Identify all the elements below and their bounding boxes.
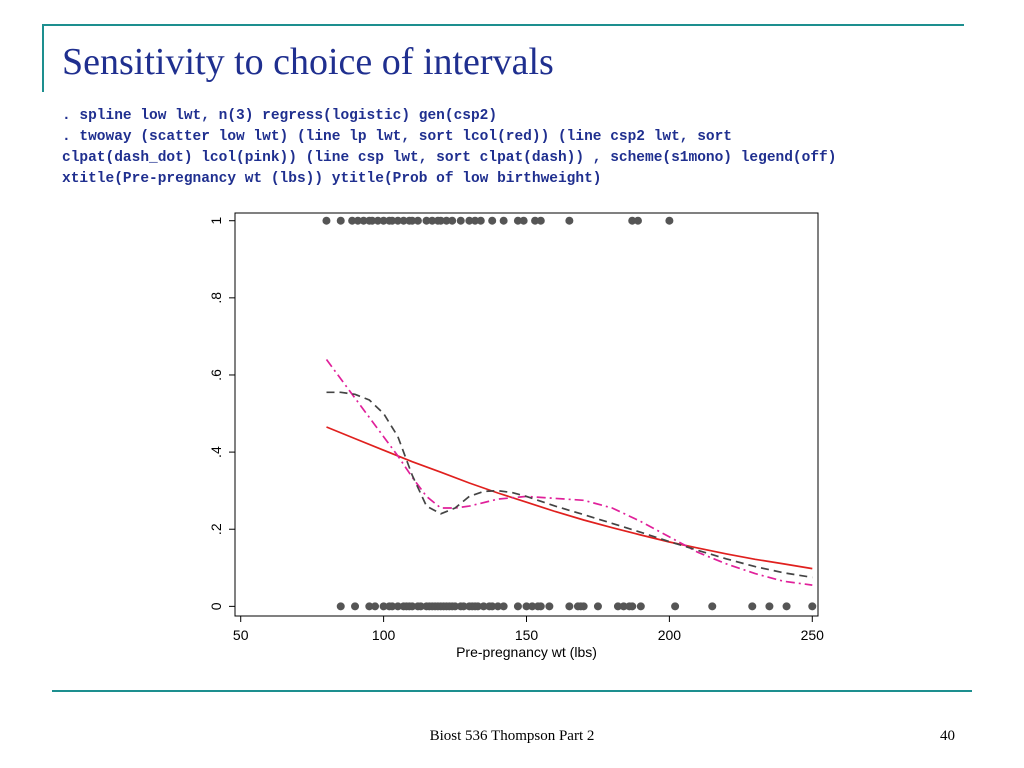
x-tick-label: 200 — [658, 627, 682, 643]
page-number: 40 — [940, 728, 955, 744]
scatter-point — [522, 602, 531, 611]
scatter-point — [416, 602, 425, 611]
y-axis: 0 .2 .4 .6 .8 1 — [208, 217, 235, 610]
scatter-point — [413, 216, 422, 225]
scatter-point — [388, 602, 397, 611]
bottom-accent-rule — [52, 690, 972, 692]
scatter-point — [665, 216, 674, 225]
scatter-point — [565, 216, 574, 225]
scatter-point — [519, 216, 528, 225]
scatter-point — [336, 602, 345, 611]
scatter-point — [488, 216, 497, 225]
scatter-point — [371, 602, 380, 611]
scatter-point — [471, 216, 480, 225]
y-tick-label: 0 — [208, 602, 224, 610]
scatter-point — [379, 216, 388, 225]
scatter-point — [593, 602, 602, 611]
y-tick-label: .6 — [208, 369, 224, 381]
scatter-point — [351, 602, 360, 611]
scatter-point — [465, 216, 474, 225]
scatter-point — [459, 602, 468, 611]
probability-chart: 0 .2 .4 .6 .8 1 50 100 150 200 250 Pre-pregnancy … — [180, 205, 840, 675]
scatter-point — [379, 602, 388, 611]
top-accent-rule — [44, 24, 964, 26]
scatter-point — [765, 602, 774, 611]
lines-layer — [325, 358, 813, 586]
chart-svg: 0 .2 .4 .6 .8 1 50 100 150 200 250 Pre-pregnancy … — [208, 212, 824, 660]
scatter-point — [479, 602, 488, 611]
scatter-point — [536, 602, 545, 611]
scatter-layer — [322, 216, 817, 611]
scatter-point — [322, 216, 331, 225]
scatter-point — [353, 216, 362, 225]
scatter-point — [513, 602, 522, 611]
series-line-solid — [326, 426, 813, 570]
scatter-point — [531, 216, 540, 225]
stata-code-block: . spline low lwt, n(3) regress(logistic)… — [62, 106, 992, 190]
scatter-point — [451, 602, 460, 611]
scatter-point — [359, 216, 368, 225]
scatter-point — [393, 602, 402, 611]
scatter-point — [613, 602, 622, 611]
y-tick-label: .2 — [208, 523, 224, 535]
scatter-point — [422, 216, 431, 225]
scatter-point — [671, 602, 680, 611]
scatter-point — [488, 602, 497, 611]
scatter-point — [473, 602, 482, 611]
scatter-point — [448, 216, 457, 225]
footer-text: Biost 536 Thompson Part 2 — [429, 728, 595, 744]
x-axis: 50 100 150 200 250 — [233, 616, 824, 643]
x-tick-label: 50 — [233, 627, 249, 643]
scatter-point — [428, 216, 437, 225]
scatter-point — [365, 602, 374, 611]
scatter-point — [628, 602, 637, 611]
scatter-point — [368, 216, 377, 225]
x-tick-label: 100 — [372, 627, 396, 643]
left-accent-rule — [42, 24, 44, 92]
scatter-point — [628, 216, 637, 225]
scatter-point — [499, 602, 508, 611]
scatter-point — [565, 602, 574, 611]
scatter-point — [493, 602, 502, 611]
scatter-point — [708, 602, 717, 611]
scatter-point — [499, 216, 508, 225]
plot-frame — [234, 212, 819, 617]
code-line: . spline low lwt, n(3) regress(logistic)… — [62, 108, 498, 124]
scatter-point — [436, 216, 445, 225]
series-line-dash-dot — [325, 358, 813, 586]
scatter-point — [373, 216, 382, 225]
scatter-point — [579, 602, 588, 611]
code-line: . twoway (scatter low lwt) (line lp lwt,… — [62, 129, 733, 145]
code-line: clpat(dash_dot) lcol(pink)) (line csp lw… — [62, 150, 837, 166]
y-tick-label: .4 — [208, 446, 224, 458]
scatter-point — [348, 216, 357, 225]
scatter-point — [408, 602, 417, 611]
scatter-point — [808, 602, 817, 611]
scatter-point — [536, 216, 545, 225]
scatter-point — [399, 216, 408, 225]
scatter-point — [393, 216, 402, 225]
scatter-point — [545, 602, 554, 611]
scatter-point — [513, 216, 522, 225]
x-tick-label: 250 — [801, 627, 825, 643]
scatter-point — [408, 216, 417, 225]
scatter-point — [476, 216, 485, 225]
series-line-dash — [326, 391, 813, 579]
scatter-point — [633, 216, 642, 225]
scatter-point — [748, 602, 757, 611]
scatter-point — [619, 602, 628, 611]
scatter-point — [782, 602, 791, 611]
y-tick-label: .8 — [208, 292, 224, 304]
scatter-point — [442, 216, 451, 225]
scatter-point — [528, 602, 537, 611]
scatter-point — [388, 216, 397, 225]
scatter-point — [336, 216, 345, 225]
slide-title: Sensitivity to choice of intervals — [62, 41, 554, 83]
scatter-point — [636, 602, 645, 611]
y-tick-label: 1 — [208, 217, 224, 225]
x-axis-title: Pre-pregnancy wt (lbs) — [456, 644, 597, 660]
code-line: xtitle(Pre-pregnancy wt (lbs)) ytitle(Pr… — [62, 171, 602, 187]
scatter-point — [456, 216, 465, 225]
x-tick-label: 150 — [515, 627, 539, 643]
